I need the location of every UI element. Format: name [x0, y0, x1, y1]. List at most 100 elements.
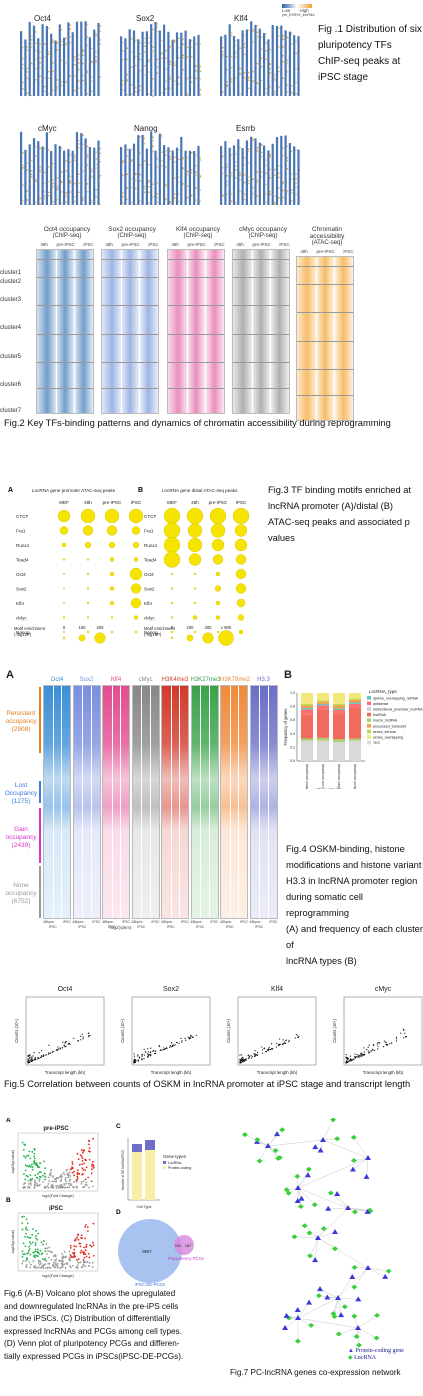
- fig2-panel: Sox2 occupancy (ChIP-seq) 48h pre-iPSC iPSC: [101, 226, 163, 414]
- fig5-point: [271, 1047, 273, 1050]
- fig1-peak-mark: [61, 171, 63, 174]
- fig6-volcano-point: [88, 1186, 91, 1189]
- fig2-cluster-divider: [297, 395, 353, 396]
- fig1-peak-mark: [48, 149, 50, 151]
- fig6-volcano-point: [71, 1166, 73, 1168]
- fig7-node-pcg: [317, 1147, 324, 1153]
- fig1-peak-mark: [143, 160, 146, 162]
- fig1-peak-mark: [39, 66, 41, 69]
- fig6-volcano-point: [32, 1251, 35, 1254]
- fig1-peak-mark: [286, 36, 289, 39]
- fig2-col-label: pre-iPSC: [121, 242, 140, 247]
- fig1-peak-mark: [265, 172, 267, 175]
- fig6-volcano-point: [72, 1186, 75, 1189]
- fig1-peak-mark: [191, 194, 193, 196]
- fig1-peak-mark: [35, 31, 37, 33]
- fig1-chrom-bar: [297, 36, 300, 96]
- fig5-point: [143, 1048, 145, 1050]
- fig6-volcano-point: [77, 1158, 80, 1161]
- fig1-chrom-bar: [145, 148, 148, 205]
- fig1-chrom-bar: [63, 37, 66, 96]
- fig6-volcano-point: [51, 1186, 54, 1189]
- fig6-volcano-point: [30, 1263, 32, 1266]
- fig5-point: [395, 1038, 398, 1040]
- fig3-col-label: pre-iPSC: [103, 500, 122, 505]
- fig5-point: [189, 1037, 191, 1039]
- fig1-peak-mark: [273, 169, 276, 171]
- fig1-peak-mark: [122, 161, 124, 164]
- fig6-volcano-point: [33, 1147, 36, 1150]
- fig1-peak-mark: [65, 191, 67, 194]
- fig1-peak-mark: [43, 171, 46, 174]
- fig5-point: [270, 1048, 272, 1051]
- fig1-peak-mark: [130, 159, 133, 161]
- fig5-point: [378, 1042, 381, 1044]
- fig1-peak-mark: [169, 87, 171, 89]
- fig6-c-legend-label: LncRNA: [168, 1161, 182, 1165]
- fig1-peak-mark: [243, 72, 246, 74]
- fig6-panel-letter: A: [6, 1118, 11, 1124]
- fig5-point: [385, 1044, 388, 1046]
- fig6-volcano-point: [85, 1166, 88, 1169]
- fig1-peak-mark: [222, 91, 224, 93]
- fig7-edge: [317, 1237, 369, 1269]
- fig7-node-pcg: [312, 1257, 319, 1263]
- fig1-peak-mark: [22, 88, 24, 90]
- fig1-peak-mark: [126, 198, 128, 201]
- fig6-volcano-point: [78, 1242, 81, 1245]
- fig1-peak-mark: [195, 65, 197, 68]
- fig1-peak-mark: [82, 197, 84, 199]
- fig6-volcano-point: [87, 1150, 90, 1152]
- fig1-peak-mark: [230, 154, 233, 156]
- fig7: ▲ Protein-coding gene ◆ LncRNA Fig.7 PC-…: [228, 1118, 423, 1396]
- fig3-row-label: Fra1: [144, 529, 154, 534]
- fig1-peak-mark: [86, 145, 89, 148]
- fig3-dot: [215, 615, 221, 620]
- fig1-peak-mark: [278, 66, 280, 68]
- fig1-peak-mark: [226, 181, 228, 183]
- fig7-node-lncrna: [283, 1187, 290, 1193]
- fig1-peak-mark: [243, 77, 246, 79]
- fig1-peak-mark: [91, 80, 93, 83]
- fig1-peak-mark: [191, 151, 193, 154]
- fig3-col-label: pre-iPSC: [209, 500, 228, 505]
- fig1-chrom-bar: [128, 148, 131, 205]
- fig6-volcano-point: [38, 1178, 41, 1181]
- fig1-peak-mark: [186, 77, 189, 80]
- fig1-peak-mark: [52, 163, 54, 165]
- fig5-point: [366, 1049, 368, 1051]
- fig5-point: [268, 1046, 270, 1049]
- fig1-peak-mark: [122, 41, 124, 43]
- fig3-dot: [170, 572, 174, 576]
- fig5-point: [29, 1056, 31, 1059]
- fig4-col-divider: [179, 686, 181, 918]
- fig6-volcano-point: [21, 1141, 24, 1144]
- fig3-dot: [237, 614, 245, 621]
- fig1-chrom-bar: [67, 22, 70, 96]
- fig1-peak-mark: [261, 171, 263, 173]
- fig6-volcano-point: [33, 1183, 36, 1186]
- fig7-node-pcg: [364, 1208, 371, 1214]
- fig1-peak-mark: [269, 155, 271, 158]
- fig3-panel-letter: A: [8, 487, 13, 494]
- fig6-volcano-point: [69, 1247, 72, 1249]
- fig3-caption-line: Fig.3 TF binding motifs enriched at: [268, 485, 411, 495]
- fig7-edge: [257, 1139, 269, 1147]
- fig6-volcano-point: [76, 1169, 79, 1172]
- fig4-track-label: H3.3: [257, 677, 270, 683]
- fig1-peak-mark: [99, 161, 102, 163]
- fig4-sublabels: 48h pre-iPSC iPSC: [220, 920, 248, 930]
- fig6-volcano-point: [27, 1154, 30, 1157]
- fig1-peak-mark: [173, 39, 176, 42]
- fig1-peak-mark: [148, 60, 150, 63]
- fig7-edge: [297, 1157, 369, 1189]
- fig1-peak-mark: [182, 38, 184, 40]
- fig6-volcano-point: [56, 1263, 59, 1265]
- fig4-sublabels: 48h pre-iPSC iPSC: [102, 920, 130, 930]
- fig1-peak-mark: [56, 187, 59, 189]
- fig1-peak-mark: [91, 168, 93, 171]
- fig7-node-pcg: [304, 1172, 311, 1178]
- fig4-track-label: cMyc: [138, 677, 153, 683]
- fig6-volcano-point: [26, 1175, 29, 1178]
- fig1-peak-mark: [148, 181, 150, 183]
